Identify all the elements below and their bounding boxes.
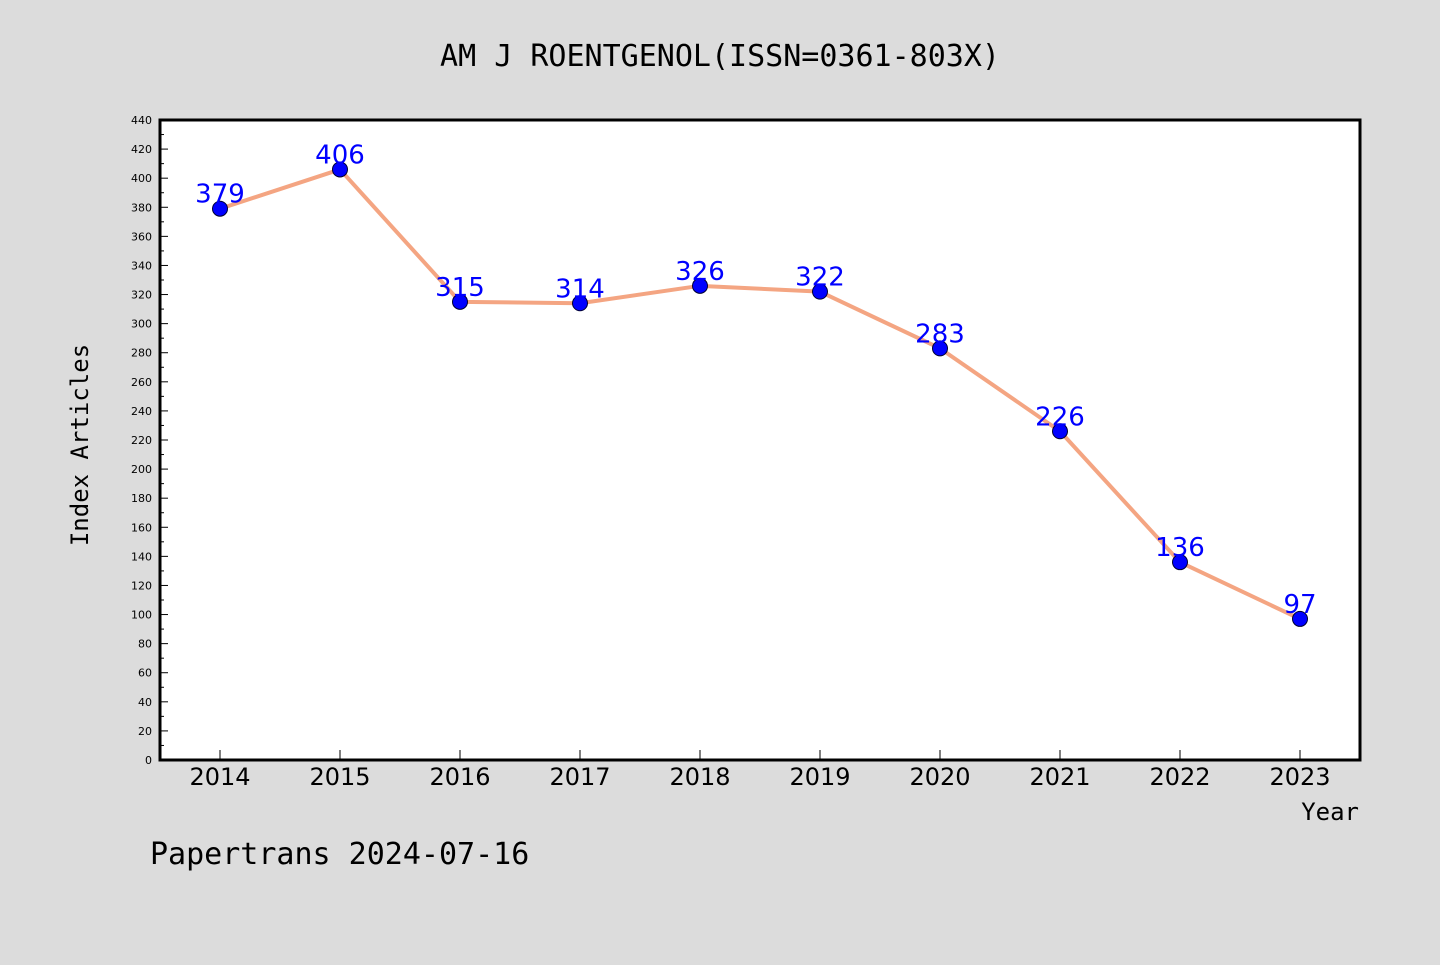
data-label: 226	[1035, 402, 1085, 432]
x-tick-label: 2020	[909, 763, 970, 791]
y-tick-label: 100	[131, 609, 152, 622]
y-tick-label: 280	[131, 347, 152, 360]
x-axis: 2014 2015 2016 2017 2018 2019 2020 2021 2022 2023	[189, 750, 1331, 791]
y-tick-label: 20	[138, 725, 152, 738]
data-point	[932, 340, 948, 357]
data-label: 136	[1155, 533, 1205, 563]
y-tick-label: 440	[131, 114, 152, 127]
x-tick-label: 2014	[189, 763, 250, 791]
y-tick-label: 140	[131, 550, 152, 563]
x-tick-label: 2018	[669, 763, 730, 791]
data-point	[1052, 423, 1068, 440]
y-tick-label: 220	[131, 434, 152, 447]
y-tick-label: 40	[138, 696, 152, 709]
data-label: 315	[435, 273, 485, 303]
data-point	[332, 161, 348, 178]
data-label: 326	[675, 257, 725, 287]
y-tick-label: 300	[131, 318, 152, 331]
data-point	[1172, 554, 1188, 571]
y-axis-label: Index Articles	[66, 344, 94, 546]
y-tick-label: 0	[145, 754, 152, 767]
series-points-group	[212, 161, 1308, 627]
y-tick-label: 180	[131, 492, 152, 505]
data-point	[692, 277, 708, 294]
footer-text: Papertrans 2024-07-16	[150, 837, 529, 872]
y-tick-label: 340	[131, 259, 152, 272]
y-tick-label: 240	[131, 405, 152, 418]
data-labels-group: 379 406 315 314 326 322 283 226 136 97	[195, 140, 1316, 619]
data-label: 322	[795, 263, 845, 293]
series-line-group	[219, 167, 1301, 621]
x-tick-label: 2015	[309, 763, 370, 791]
data-point	[812, 283, 828, 300]
plot-area	[158, 118, 1362, 762]
y-tick-label: 360	[131, 230, 152, 243]
y-tick-label: 400	[131, 172, 152, 185]
y-tick-label: 420	[131, 143, 152, 156]
x-tick-label: 2016	[429, 763, 490, 791]
x-axis-label: Year	[1301, 798, 1359, 826]
data-label: 314	[555, 274, 605, 304]
data-point	[1292, 610, 1308, 627]
y-axis: 0 20 40 60 80 100 120 140 160 180 200 220 240 260 280 3…	[131, 114, 168, 767]
data-point	[212, 200, 228, 217]
x-tick-label: 2019	[789, 763, 850, 791]
y-tick-label: 120	[131, 579, 152, 592]
x-tick-label: 2017	[549, 763, 610, 791]
chart-title: AM J ROENTGENOL(ISSN=0361-803X)	[440, 39, 1000, 74]
x-tick-label: 2021	[1029, 763, 1090, 791]
y-tick-label: 200	[131, 463, 152, 476]
data-label: 283	[915, 319, 965, 349]
y-tick-label: 320	[131, 289, 152, 302]
data-point	[572, 295, 588, 312]
data-label: 379	[195, 180, 245, 210]
data-label: 406	[315, 140, 365, 170]
y-tick-label: 160	[131, 521, 152, 534]
y-tick-label: 260	[131, 376, 152, 389]
x-tick-label: 2022	[1149, 763, 1210, 791]
data-point	[452, 293, 468, 310]
y-tick-label: 60	[138, 667, 152, 680]
y-tick-label: 80	[138, 638, 152, 651]
x-tick-label: 2023	[1269, 763, 1330, 791]
series-line	[219, 167, 1301, 621]
data-label: 97	[1283, 590, 1316, 620]
y-tick-label: 380	[131, 201, 152, 214]
